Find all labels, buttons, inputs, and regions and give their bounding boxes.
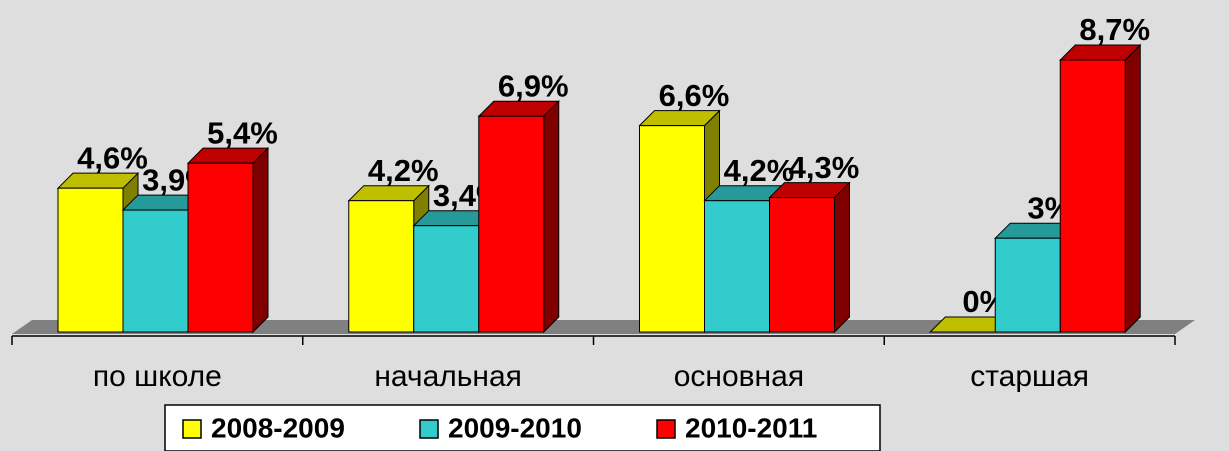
legend [164, 404, 881, 451]
bar-side [1124, 43, 1141, 334]
value-label: 8,7% [1079, 12, 1150, 47]
legend-swatch [419, 419, 439, 439]
legend-label: 2008-2009 [211, 412, 345, 443]
legend-label: 2009-2010 [448, 412, 582, 443]
legend-swatch [182, 419, 202, 439]
value-label: 4,2% [724, 153, 795, 188]
bar-front [1059, 59, 1126, 333]
bar [1059, 43, 1142, 334]
x-tick-label: старшая [970, 360, 1089, 393]
bar [477, 100, 560, 334]
bar-front [994, 237, 1061, 333]
bar [186, 146, 270, 334]
value-label: 4,3% [789, 150, 860, 185]
legend-label: 2010-2011 [685, 412, 817, 443]
x-tick-label: по школе [93, 360, 222, 393]
bar-front [413, 225, 480, 333]
bar-front [122, 209, 189, 333]
bar-front [704, 200, 770, 333]
x-tick-label: начальная [374, 360, 522, 393]
floor [12, 320, 1195, 334]
bar-side [834, 181, 850, 334]
value-label: 6,6% [659, 78, 730, 113]
bar-side [252, 146, 269, 334]
bar-front [348, 200, 415, 333]
bar [768, 181, 851, 334]
bar-front [769, 197, 835, 333]
bar-front [57, 187, 124, 333]
legend-swatch [656, 419, 676, 439]
value-label: 5,4% [207, 115, 278, 150]
value-label: 4,6% [77, 140, 148, 175]
value-label: 4,2% [368, 153, 439, 188]
x-tick-label: основная [674, 360, 804, 393]
value-label: 6,9% [498, 68, 569, 103]
bar-front [478, 115, 545, 333]
bar-front [639, 125, 705, 333]
bar-front [187, 162, 254, 333]
bar-side [543, 100, 560, 334]
